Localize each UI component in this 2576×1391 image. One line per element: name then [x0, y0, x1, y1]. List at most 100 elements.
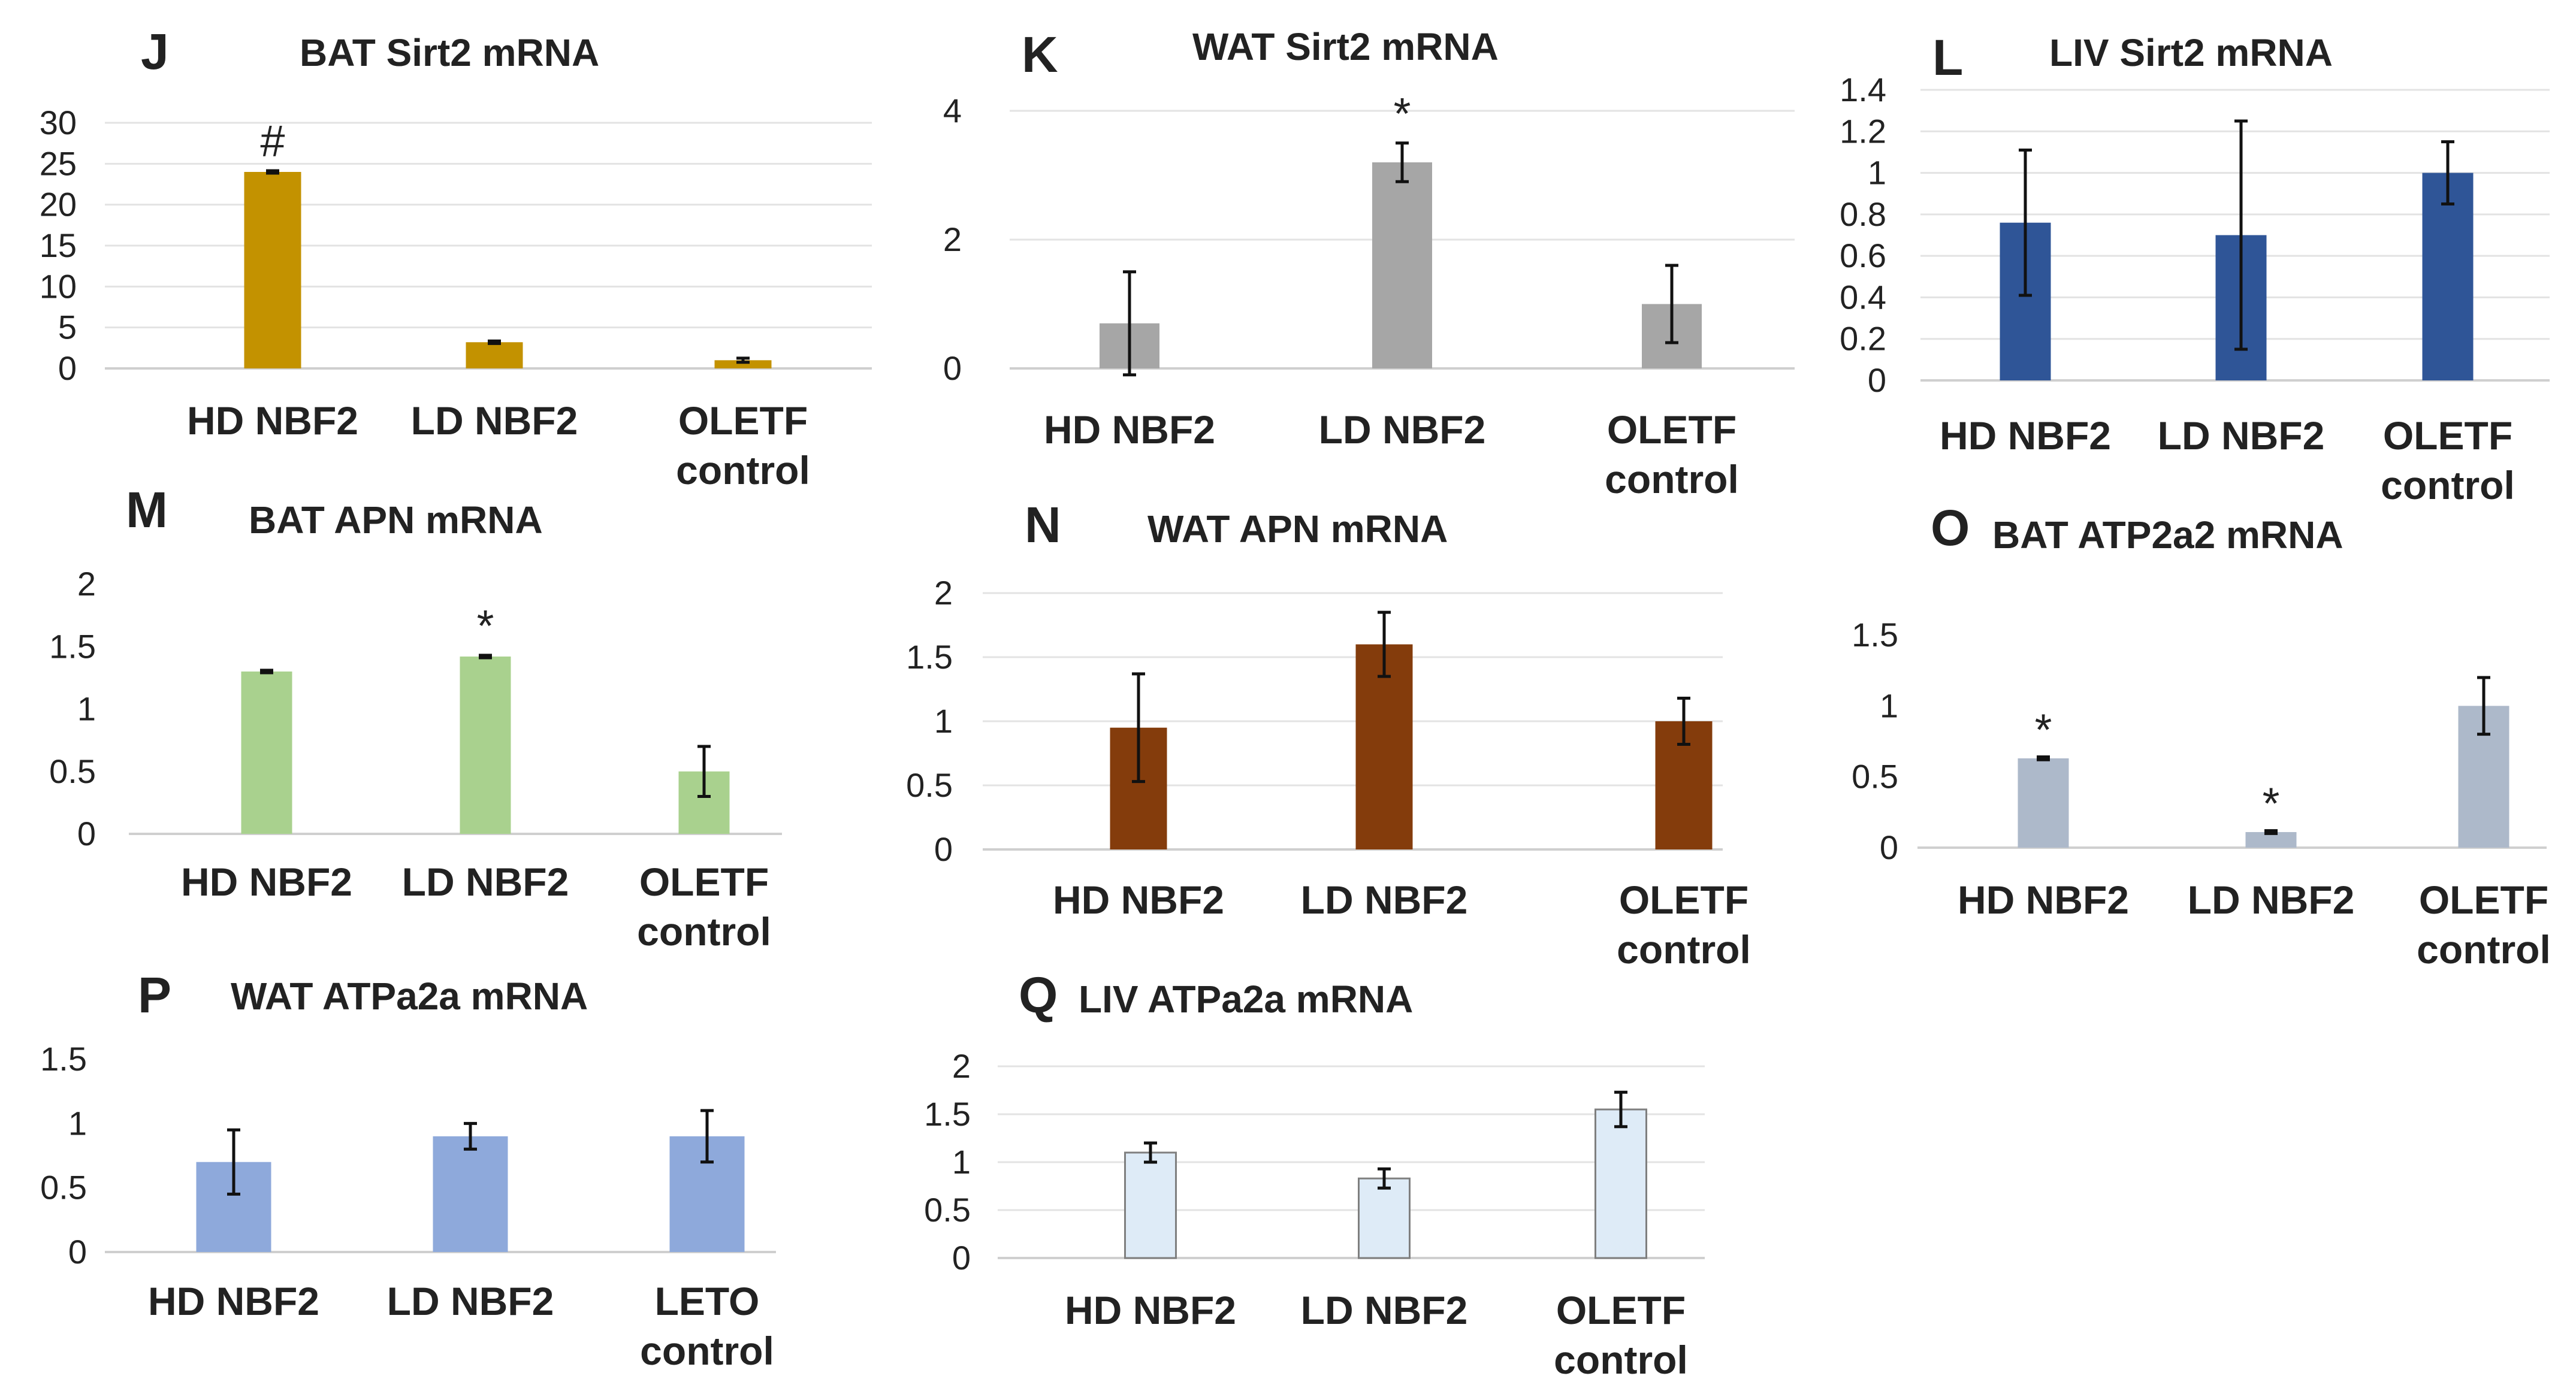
x-tick-label-l-oletf-control-1: control [2381, 463, 2515, 507]
chart-title-k: WAT Sirt2 mRNA [1192, 25, 1499, 68]
error-bar-j-ld-nbf2 [488, 339, 501, 345]
error-bar-m-oletf-control [697, 745, 711, 798]
y-tick-j-6: 0 [58, 349, 77, 387]
y-tick-j-1: 25 [40, 144, 77, 182]
chart-title-j: BAT Sirt2 mRNA [300, 31, 599, 74]
panel-letter-m: M [126, 482, 168, 538]
chart-title-q: LIV ATPa2a mRNA [1079, 978, 1413, 1021]
y-tick-q-0: 2 [952, 1047, 971, 1085]
x-tick-label-p-leto-control-0: LETO [655, 1279, 760, 1323]
error-bar-o-ld-nbf2 [2264, 829, 2278, 835]
y-tick-q-3: 0.5 [924, 1191, 971, 1229]
x-tick-label-n-oletf-control-0: OLETF [1619, 878, 1748, 922]
y-tick-m-4: 0 [77, 815, 96, 852]
panel-letter-n: N [1025, 497, 1061, 553]
chart-title-o: BAT ATP2a2 mRNA [1992, 513, 2344, 557]
x-tick-label-m-ld-nbf2-0: LD NBF2 [402, 860, 569, 904]
y-tick-p-2: 0.5 [40, 1169, 87, 1206]
y-tick-l-4: 0.6 [1840, 237, 1886, 274]
y-tick-k-1: 2 [943, 220, 962, 258]
x-tick-label-p-ld-nbf2-0: LD NBF2 [387, 1279, 554, 1323]
y-tick-m-2: 1 [77, 690, 96, 728]
x-tick-label-p-leto-control-1: control [640, 1329, 774, 1373]
error-bar-k-oletf-control [1665, 264, 1678, 344]
y-tick-q-4: 0 [952, 1239, 971, 1277]
panel-letter-l: L [1932, 29, 1963, 86]
y-tick-p-0: 1.5 [40, 1040, 87, 1078]
y-tick-m-3: 0.5 [49, 752, 96, 790]
y-tick-m-1: 1.5 [49, 627, 96, 665]
chart-n: N WAT APN mRNA 2 1.5 1 0.5 0 HD NBF2 LD NBF2 OLET… [906, 497, 1751, 972]
x-tick-label-q-hd-nbf2-0: HD NBF2 [1065, 1288, 1236, 1332]
y-tick-o-3: 0 [1880, 828, 1898, 866]
x-tick-label-p-hd-nbf2-0: HD NBF2 [148, 1279, 319, 1323]
y-tick-p-3: 0 [68, 1233, 87, 1271]
x-tick-label-m-hd-nbf2-0: HD NBF2 [181, 860, 352, 904]
error-bar-q-hd-nbf2 [1144, 1141, 1157, 1164]
error-bar-p-leto-control [700, 1109, 714, 1164]
error-bar-p-ld-nbf2 [464, 1121, 477, 1151]
panel-letter-k: K [1022, 26, 1058, 83]
x-tick-label-o-ld-nbf2-0: LD NBF2 [2188, 878, 2355, 922]
bar-j-hd-nbf2 [244, 172, 301, 368]
bar-m-hd-nbf2 [241, 671, 292, 834]
y-tick-l-0: 1.4 [1840, 71, 1886, 108]
y-tick-j-5: 5 [58, 309, 77, 346]
y-tick-n-1: 1.5 [906, 638, 953, 676]
y-tick-n-2: 1 [934, 702, 953, 740]
x-tick-label-o-oletf-control-1: control [2417, 927, 2551, 972]
x-tick-label-k-oletf-control-0: OLETF [1607, 407, 1737, 452]
y-tick-k-0: 4 [943, 92, 962, 129]
error-bar-o-oletf-control [2477, 676, 2490, 736]
bar-q-ld-nbf2 [1358, 1177, 1411, 1259]
x-tick-label-o-oletf-control-0: OLETF [2419, 878, 2548, 922]
bar-j-oletf-control [714, 360, 772, 368]
x-tick-label-k-hd-nbf2-0: HD NBF2 [1044, 407, 1215, 452]
chart-q: Q LIV ATPa2a mRNA 2 1.5 1 0.5 0 HD NBF2 LD NBF2 O… [924, 967, 1705, 1382]
y-tick-l-5: 0.4 [1840, 278, 1886, 316]
chart-m: M BAT APN mRNA 2 1.5 1 0.5 0 HD NBF2 * LD NBF2 OLE… [49, 482, 782, 954]
error-bar-l-oletf-control [2441, 140, 2454, 206]
significance-marker-j-hd-nbf2: # [260, 116, 285, 166]
chart-l: L LIV Sirt2 mRNA 1.4 1.2 10.8 0.6 0.4 0.20 HD NB… [1840, 29, 2550, 507]
chart-k: K WAT Sirt2 mRNA 4 2 0 HD NBF2 * LD NBF2 OLETF co… [943, 25, 1795, 501]
x-tick-label-q-oletf-control-1: control [1554, 1338, 1688, 1382]
y-tick-q-2: 1 [952, 1143, 971, 1181]
x-tick-label-l-ld-nbf2-0: LD NBF2 [2158, 413, 2325, 458]
significance-marker-m-ld-nbf2: * [477, 601, 494, 651]
error-bar-k-hd-nbf2 [1123, 270, 1136, 377]
significance-marker-o-ld-nbf2: * [2263, 779, 2280, 828]
bar-l-oletf-control [2422, 173, 2474, 380]
x-tick-label-l-oletf-control-0: OLETF [2383, 413, 2512, 458]
error-bar-k-ld-nbf2 [1396, 141, 1409, 183]
chart-o: O BAT ATP2a2 mRNA 1.5 1 0.5 0 * HD NBF2 * LD NBF2… [1852, 500, 2551, 972]
y-tick-l-1: 1.2 [1840, 112, 1886, 150]
error-bar-q-ld-nbf2 [1378, 1167, 1391, 1190]
chart-title-p: WAT ATPa2a mRNA [231, 975, 588, 1018]
x-tick-label-k-oletf-control-1: control [1605, 457, 1739, 501]
bar-p-ld-nbf2 [433, 1136, 508, 1252]
error-bar-l-ld-nbf2 [2234, 119, 2248, 351]
error-bar-n-oletf-control [1677, 696, 1690, 746]
significance-marker-o-hd-nbf2: * [2035, 705, 2052, 755]
error-bar-o-hd-nbf2 [2037, 755, 2050, 761]
error-bar-m-ld-nbf2 [479, 654, 492, 660]
y-tick-l-2: 1 [1868, 154, 1886, 192]
y-tick-j-2: 20 [40, 186, 77, 223]
panel-letter-o: O [1931, 500, 1970, 556]
panel-letter-j: J [141, 23, 169, 80]
y-tick-l-3: 0.8 [1840, 195, 1886, 233]
bar-k-ld-nbf2 [1372, 162, 1432, 368]
panel-letter-p: P [138, 967, 171, 1023]
x-tick-label-n-ld-nbf2-0: LD NBF2 [1301, 878, 1468, 922]
x-tick-label-n-hd-nbf2-0: HD NBF2 [1053, 878, 1224, 922]
bar-m-ld-nbf2 [460, 656, 511, 834]
y-tick-j-0: 30 [40, 104, 77, 141]
bar-j-ld-nbf2 [466, 342, 523, 368]
y-tick-n-4: 0 [934, 830, 953, 868]
y-tick-o-2: 0.5 [1852, 758, 1898, 796]
y-tick-j-4: 10 [40, 267, 77, 305]
bar-q-hd-nbf2 [1124, 1151, 1177, 1259]
chart-title-m: BAT APN mRNA [249, 498, 543, 542]
